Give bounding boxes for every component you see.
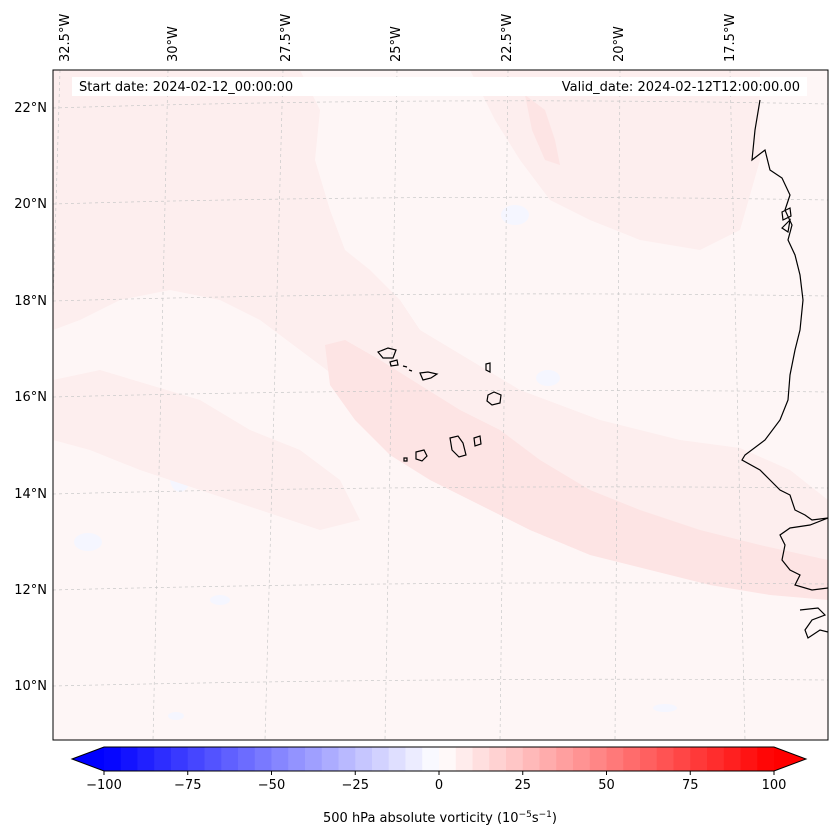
colorbar-cell xyxy=(305,747,323,771)
colorbar-cell xyxy=(154,747,172,771)
lat-label-14n: 14°N xyxy=(14,487,47,502)
valid-date-label: Valid_date: 2024-02-12T12:00:00.00 xyxy=(562,80,800,95)
lat-label-22n: 22°N xyxy=(14,101,47,116)
cape-verde-islands xyxy=(377,347,502,462)
colorbar-tick-label: −50 xyxy=(258,778,285,793)
african-coast xyxy=(741,99,828,591)
colorbar-cell xyxy=(405,747,423,771)
colorbar-cell xyxy=(422,747,440,771)
colorbar-tick-label: −100 xyxy=(86,778,122,793)
colorbar-cell xyxy=(589,747,607,771)
colorbar-ticks: −100 −75 −50 −25 0 25 50 75 100 xyxy=(86,771,786,793)
start-date-label: Start date: 2024-02-12_00:00:00 xyxy=(79,80,293,95)
lon-label-20w: 20°W xyxy=(612,26,627,62)
lat-label-16n: 16°N xyxy=(14,390,47,405)
colorbar-cell xyxy=(539,747,557,771)
colorbar-cell xyxy=(606,747,624,771)
vorticity-band-patch xyxy=(355,395,392,425)
colorbar-cell xyxy=(740,747,758,771)
colorbar-cell xyxy=(355,747,373,771)
colorbar-cell xyxy=(254,747,272,771)
lon-label-27-5w: 27.5°W xyxy=(279,14,294,62)
lon-label-22-5w: 22.5°W xyxy=(500,14,515,62)
colorbar-cell xyxy=(690,747,708,771)
colorbar-cell xyxy=(271,747,289,771)
colorbar-cell xyxy=(556,747,574,771)
coastline xyxy=(741,99,828,639)
vorticity-band-main xyxy=(325,340,828,600)
colorbar-cell xyxy=(673,747,691,771)
colorbar-cell xyxy=(372,747,390,771)
colorbar-tick-label: 50 xyxy=(598,778,615,793)
colorbar-tick-label: 75 xyxy=(682,778,699,793)
colorbar-min-extend-arrow xyxy=(72,747,104,771)
lon-label-32-5w: 32.5°W xyxy=(58,14,73,62)
colorbar-cell xyxy=(388,747,406,771)
colorbar-cell xyxy=(472,747,490,771)
lat-label-12n: 12°N xyxy=(14,583,47,598)
colorbar-tick-label: −25 xyxy=(342,778,369,793)
colorbar-cell xyxy=(723,747,741,771)
map-frame xyxy=(52,69,829,741)
vorticity-band-streak xyxy=(525,95,560,165)
longitude-labels: 32.5°W 30°W 27.5°W 25°W 22.5°W 20°W 17.5… xyxy=(58,14,738,62)
colorbar-cell xyxy=(439,747,457,771)
lon-label-30w: 30°W xyxy=(166,26,181,62)
colorbar-cell xyxy=(506,747,524,771)
map-panel: Start date: 2024-02-12_00:00:00 Valid_da… xyxy=(53,70,828,740)
colorbar-tick-label: 25 xyxy=(514,778,531,793)
colorbar-cell xyxy=(623,747,641,771)
colorbar: −100 −75 −50 −25 0 25 50 75 100 500 hPa absolute… xyxy=(70,746,808,826)
vorticity-band-upper-left xyxy=(53,70,828,560)
colorbar-cell xyxy=(707,747,725,771)
colorbar-cell xyxy=(757,747,775,771)
colorbar-title: 500 hPa absolute vorticity (10−5s−1) xyxy=(323,810,557,826)
colorbar-cell xyxy=(238,747,256,771)
colorbar-tick-label: −75 xyxy=(174,778,201,793)
colorbar-cell xyxy=(656,747,674,771)
colorbar-cell xyxy=(573,747,591,771)
latitude-labels: 22°N 20°N 18°N 16°N 14°N 12°N 10°N xyxy=(14,101,47,694)
colorbar-cell xyxy=(522,747,540,771)
colorbar-cell xyxy=(187,747,205,771)
lon-label-17-5w: 17.5°W xyxy=(723,14,738,62)
colorbar-cell xyxy=(120,747,138,771)
colorbar-cell xyxy=(221,747,239,771)
colorbar-cell xyxy=(489,747,507,771)
vorticity-band-mid-left xyxy=(53,370,360,530)
colorbar-tick-label: 100 xyxy=(762,778,787,793)
colorbar-cell xyxy=(137,747,155,771)
colorbar-tick-label: 0 xyxy=(435,778,443,793)
colorbar-cells xyxy=(104,747,775,771)
colorbar-cell xyxy=(321,747,339,771)
colorbar-cell xyxy=(640,747,658,771)
colorbar-cell xyxy=(338,747,356,771)
lat-label-20n: 20°N xyxy=(14,197,47,212)
lat-label-18n: 18°N xyxy=(14,294,47,309)
colorbar-cell xyxy=(204,747,222,771)
colorbar-cell xyxy=(288,747,306,771)
header-strip xyxy=(72,77,807,96)
colorbar-cell xyxy=(171,747,189,771)
colorbar-cell xyxy=(104,747,122,771)
graticule xyxy=(53,70,828,740)
colorbar-cell xyxy=(455,747,473,771)
lon-label-25w: 25°W xyxy=(389,26,404,62)
colorbar-max-extend-arrow xyxy=(774,747,806,771)
lat-label-10n: 10°N xyxy=(14,679,47,694)
